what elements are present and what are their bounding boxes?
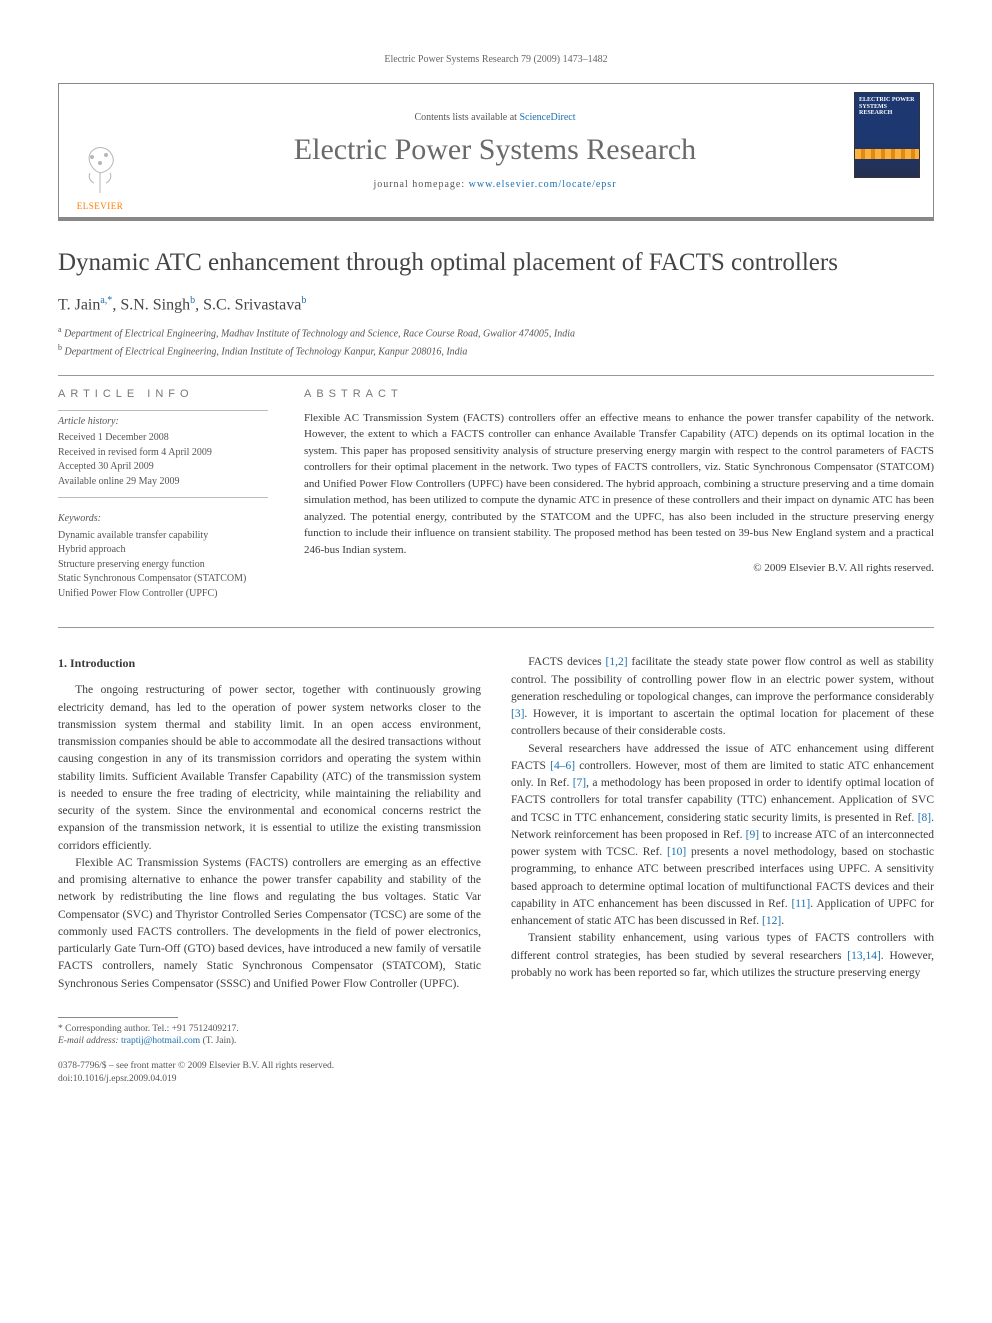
affiliations: a Department of Electrical Engineering, …	[58, 324, 934, 359]
section-1-heading: 1. Introduction	[58, 654, 481, 672]
keyword-3: Structure preserving energy function	[58, 558, 268, 573]
corresponding-line: * Corresponding author. Tel.: +91 751240…	[58, 1024, 934, 1034]
article-history-block: Article history: Received 1 December 200…	[58, 410, 268, 499]
sciencedirect-link[interactable]: ScienceDirect	[519, 112, 575, 123]
keywords-block: Keywords: Dynamic available transfer cap…	[58, 512, 268, 601]
ref-3[interactable]: [3]	[511, 708, 524, 720]
info-rule-1	[58, 410, 268, 411]
rule-bottom	[58, 627, 934, 628]
affiliation-b: b Department of Electrical Engineering, …	[58, 342, 934, 359]
rule-top	[58, 375, 934, 376]
aff-a-sup: a	[58, 325, 62, 334]
footer-rule	[58, 1017, 178, 1018]
abstract: abstract Flexible AC Transmission System…	[304, 388, 934, 616]
keyword-5: Unified Power Flow Controller (UPFC)	[58, 587, 268, 602]
journal-homepage-line: journal homepage: www.elsevier.com/locat…	[373, 179, 616, 190]
para-5: Transient stability enhancement, using v…	[511, 930, 934, 982]
contents-prefix: Contents lists available at	[414, 112, 519, 123]
contents-lists-line: Contents lists available at ScienceDirec…	[414, 112, 575, 123]
keyword-4: Static Synchronous Compensator (STATCOM)	[58, 572, 268, 587]
elsevier-tree-icon	[72, 143, 128, 199]
page: Electric Power Systems Research 79 (2009…	[0, 0, 992, 1127]
author-3: S.C. Srivastava	[203, 296, 301, 313]
masthead: ELSEVIER Contents lists available at Sci…	[58, 83, 934, 221]
author-list: T. Jaina,*, S.N. Singhb, S.C. Srivastava…	[58, 295, 934, 314]
info-rule-2	[58, 497, 268, 498]
journal-cover-thumbnail: ELECTRIC POWER SYSTEMS RESEARCH	[854, 92, 920, 178]
ref-9[interactable]: [9]	[746, 829, 759, 841]
history-received: Received 1 December 2008	[58, 431, 268, 446]
body-columns: 1. Introduction The ongoing restructurin…	[58, 654, 934, 993]
author-2: S.N. Singh	[120, 296, 190, 313]
homepage-prefix: journal homepage:	[373, 179, 468, 190]
para-1: The ongoing restructuring of power secto…	[58, 682, 481, 855]
elsevier-logo: ELSEVIER	[72, 143, 128, 211]
aff-a-text: Department of Electrical Engineering, Ma…	[64, 329, 575, 340]
author-2-aff: b	[190, 295, 195, 306]
journal-cover-strip	[855, 149, 919, 159]
doi-block: 0378-7796/$ – see front matter © 2009 El…	[58, 1060, 934, 1087]
abstract-copyright: © 2009 Elsevier B.V. All rights reserved…	[304, 562, 934, 574]
doi-line: doi:10.1016/j.epsr.2009.04.019	[58, 1073, 934, 1086]
article-history-label: Article history:	[58, 415, 268, 430]
email-who: (T. Jain).	[203, 1036, 237, 1046]
keywords-label: Keywords:	[58, 512, 268, 527]
corresponding-author-footer: * Corresponding author. Tel.: +91 751240…	[58, 1017, 934, 1046]
aff-b-sup: b	[58, 343, 62, 352]
abstract-heading: abstract	[304, 388, 934, 400]
article-info: article info Article history: Received 1…	[58, 388, 268, 616]
keyword-1: Dynamic available transfer capability	[58, 529, 268, 544]
ref-7[interactable]: [7]	[573, 777, 586, 789]
info-abstract-row: article info Article history: Received 1…	[58, 388, 934, 616]
journal-title: Electric Power Systems Research	[294, 133, 696, 167]
ref-10[interactable]: [10]	[667, 846, 686, 858]
para-4: Several researchers have addressed the i…	[511, 741, 934, 931]
journal-cover-title: ELECTRIC POWER SYSTEMS RESEARCH	[855, 93, 919, 117]
journal-homepage-link[interactable]: www.elsevier.com/locate/epsr	[469, 179, 617, 190]
author-3-aff: b	[301, 295, 306, 306]
running-head: Electric Power Systems Research 79 (2009…	[58, 54, 934, 65]
abstract-body: Flexible AC Transmission System (FACTS) …	[304, 410, 934, 559]
ref-12[interactable]: [12]	[762, 915, 781, 927]
author-1: T. Jain	[58, 296, 100, 313]
email-label: E-mail address:	[58, 1036, 119, 1046]
article-title: Dynamic ATC enhancement through optimal …	[58, 249, 934, 277]
email-line: E-mail address: traptij@hotmail.com (T. …	[58, 1036, 934, 1046]
keyword-2: Hybrid approach	[58, 543, 268, 558]
ref-1-2[interactable]: [1,2]	[606, 656, 628, 668]
ref-8[interactable]: [8]	[918, 812, 931, 824]
history-accepted: Accepted 30 April 2009	[58, 460, 268, 475]
aff-b-text: Department of Electrical Engineering, In…	[65, 346, 468, 357]
para-2: Flexible AC Transmission Systems (FACTS)…	[58, 855, 481, 993]
publisher-name: ELSEVIER	[77, 201, 124, 211]
p3-c: . However, it is important to ascertain …	[511, 708, 934, 737]
issn-line: 0378-7796/$ – see front matter © 2009 El…	[58, 1060, 934, 1073]
ref-11[interactable]: [11]	[791, 898, 810, 910]
corresponding-email-link[interactable]: traptij@hotmail.com	[121, 1036, 200, 1046]
history-online: Available online 29 May 2009	[58, 475, 268, 490]
publisher-logo-block: ELSEVIER	[59, 84, 141, 217]
masthead-right: ELECTRIC POWER SYSTEMS RESEARCH	[849, 84, 933, 217]
masthead-center: Contents lists available at ScienceDirec…	[141, 84, 849, 217]
ref-13-14[interactable]: [13,14]	[847, 950, 881, 962]
author-1-aff: a,*	[100, 295, 112, 306]
p3-a: FACTS devices	[528, 656, 605, 668]
affiliation-a: a Department of Electrical Engineering, …	[58, 324, 934, 341]
history-revised: Received in revised form 4 April 2009	[58, 446, 268, 461]
p4-h: .	[781, 915, 784, 927]
para-3: FACTS devices [1,2] facilitate the stead…	[511, 654, 934, 740]
article-info-heading: article info	[58, 388, 268, 400]
ref-4-6[interactable]: [4–6]	[550, 760, 575, 772]
